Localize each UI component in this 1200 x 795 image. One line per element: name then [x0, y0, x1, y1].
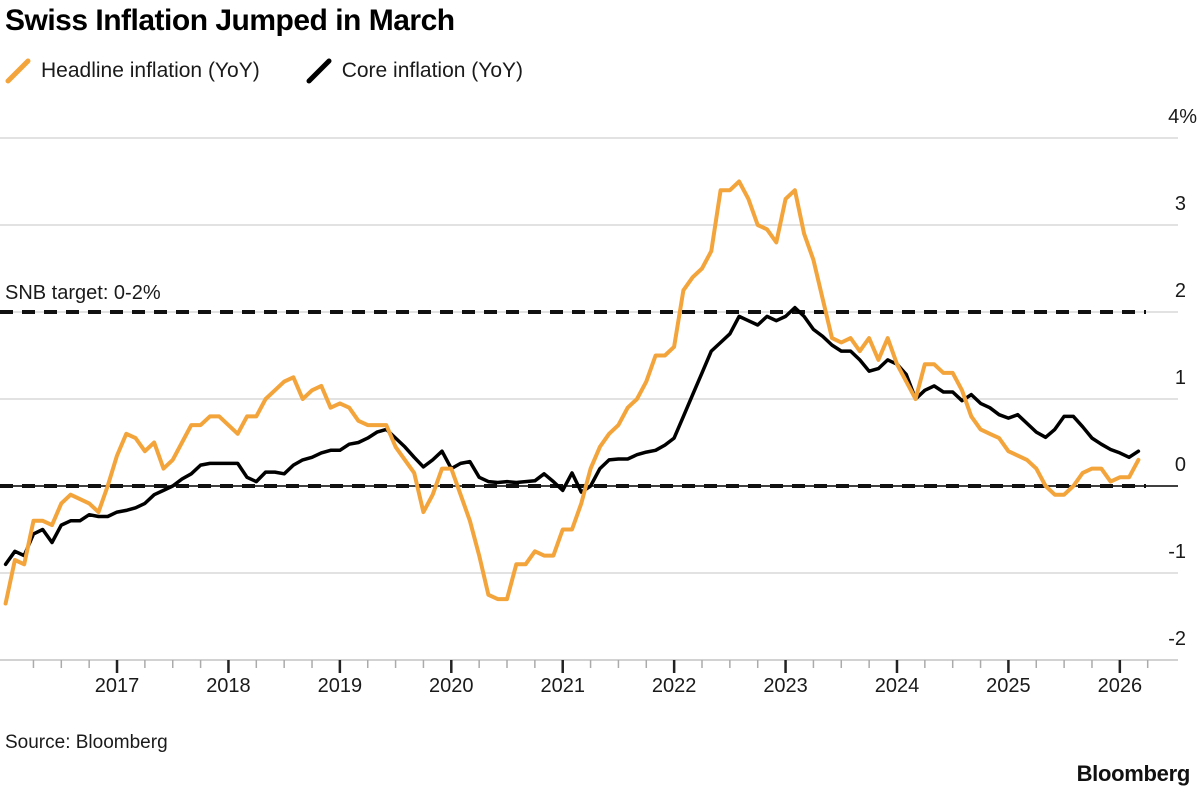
- core-swatch-icon: [306, 58, 332, 84]
- y-axis-label: 1: [1175, 367, 1186, 389]
- y-axis-label: 0: [1175, 454, 1186, 476]
- legend: Headline inflation (YoY) Core inflation …: [5, 58, 523, 84]
- page-title: Swiss Inflation Jumped in March: [5, 4, 455, 37]
- source-credit: Source: Bloomberg: [5, 732, 168, 753]
- headline-swatch-icon: [5, 58, 31, 84]
- legend-item-core: Core inflation (YoY): [306, 58, 523, 84]
- y-axis-label: 4%: [1168, 106, 1197, 128]
- x-axis-year-label: 2019: [318, 675, 363, 697]
- x-axis-year-label: 2017: [95, 675, 140, 697]
- legend-label-headline: Headline inflation (YoY): [41, 59, 260, 82]
- snb-target-annotation: SNB target: 0-2%: [5, 282, 161, 304]
- y-axis-label: -1: [1168, 541, 1186, 563]
- x-axis-year-label: 2026: [1098, 675, 1143, 697]
- x-axis-year-label: 2023: [763, 675, 808, 697]
- x-axis-year-label: 2022: [652, 675, 697, 697]
- x-axis-year-label: 2025: [986, 675, 1031, 697]
- bloomberg-logo: Bloomberg: [1076, 761, 1191, 786]
- x-axis-year-label: 2018: [206, 675, 251, 697]
- x-axis-year-label: 2024: [875, 675, 920, 697]
- core-inflation-line: [3, 305, 1141, 567]
- legend-item-headline: Headline inflation (YoY): [5, 58, 260, 84]
- y-axis-label: -2: [1168, 628, 1186, 650]
- y-axis-label: 3: [1175, 193, 1186, 215]
- x-axis-year-label: 2021: [540, 675, 585, 697]
- x-axis-year-label: 2020: [429, 675, 474, 697]
- headline-inflation-line: [3, 179, 1141, 606]
- y-axis-label: 2: [1175, 280, 1186, 302]
- legend-label-core: Core inflation (YoY): [341, 59, 524, 82]
